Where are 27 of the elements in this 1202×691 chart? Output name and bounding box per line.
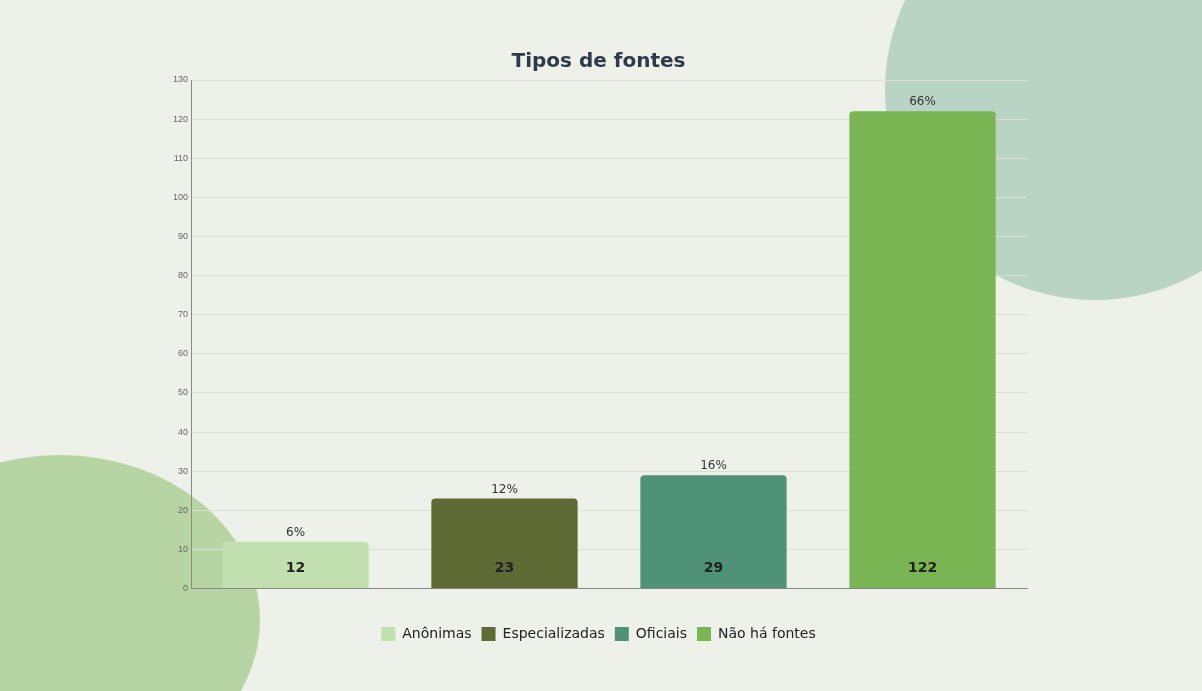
y-tick-label: 80 [178, 270, 189, 281]
data-label: 23 [494, 558, 515, 575]
y-tick-label: 120 [172, 113, 189, 124]
data-label: 122 [907, 558, 938, 575]
data-label: 29 [703, 558, 724, 575]
legend-label: Não há fontes [718, 624, 816, 641]
y-tick-label: 70 [178, 309, 189, 320]
chart-title: Tipos de fontes [511, 48, 686, 73]
y-tick-label: 0 [183, 583, 189, 594]
legend-label: Especializadas [502, 624, 605, 641]
legend-label: Anônimas [402, 624, 472, 641]
annotation: 66% [909, 94, 936, 109]
y-tick-label: 110 [173, 152, 189, 163]
legend-label: Oficiais [635, 624, 688, 641]
y-tick-label: 90 [178, 230, 189, 241]
annotation: 6% [285, 524, 306, 539]
y-tick-label: 30 [178, 465, 189, 476]
y-tick-label: 50 [178, 387, 189, 398]
y-tick-label: 60 [178, 348, 189, 359]
annotation: 12% [491, 481, 518, 496]
y-tick-label: 20 [178, 504, 189, 515]
y-tick-label: 100 [172, 191, 189, 202]
y-tick-label: 130 [172, 74, 189, 85]
data-label: 12 [285, 558, 306, 575]
annotation: 16% [700, 458, 727, 473]
y-tick-label: 10 [178, 543, 189, 554]
y-tick-label: 40 [178, 426, 189, 437]
